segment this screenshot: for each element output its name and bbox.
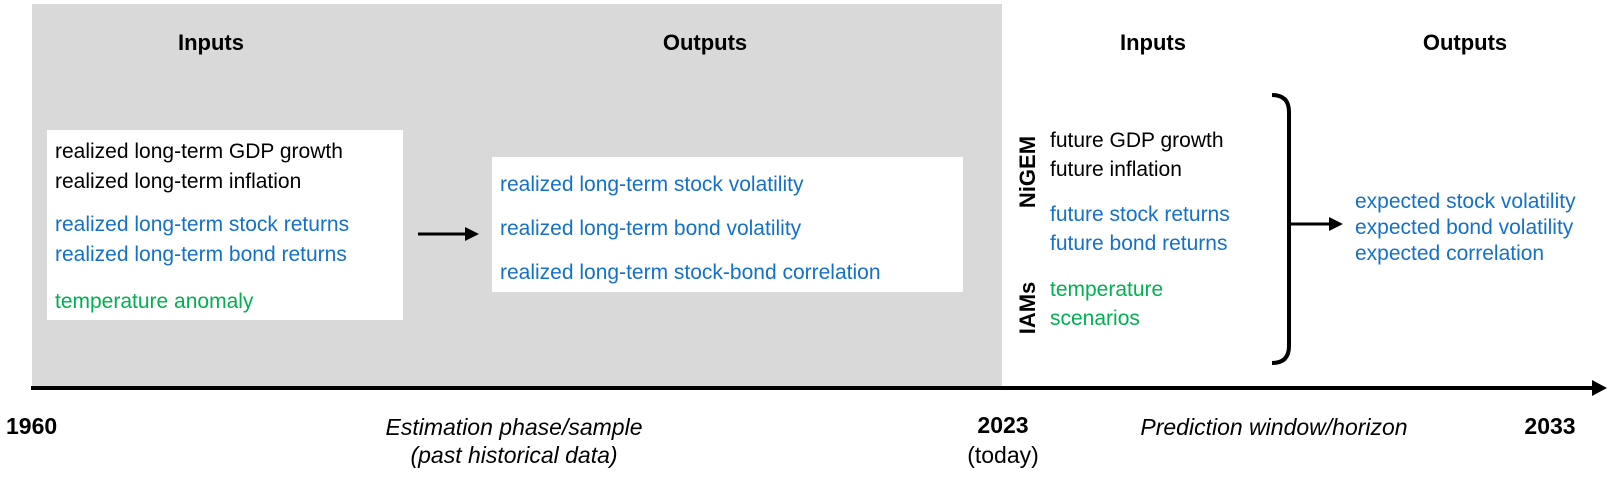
prediction-inputs-brace — [1271, 93, 1291, 365]
prediction-arrow-head — [1329, 217, 1343, 231]
estimation-input-line: realized long-term stock returns — [55, 213, 350, 236]
timeline-end-year: 2033 — [1524, 413, 1576, 439]
prediction-input-line: future bond returns — [1050, 232, 1228, 255]
prediction-input-line: temperature — [1050, 278, 1164, 301]
prediction-output-line: expected bond volatility — [1355, 216, 1574, 239]
estimation-phase-label-line2: (past historical data) — [410, 442, 618, 468]
timeline-current-year: 2023 — [977, 412, 1029, 438]
estimation-phase-label: Estimation phase/sample (past historical… — [364, 413, 664, 469]
prediction-output-line: expected stock volatility — [1355, 190, 1576, 213]
nigem-model-label: NiGEM — [1015, 135, 1040, 209]
prediction-inputs-block: future GDP growth future inflation futur… — [1050, 126, 1230, 333]
estimation-input-line: realized long-term bond returns — [55, 243, 347, 266]
prediction-input-line: future inflation — [1050, 158, 1182, 181]
estimation-inputs-box: realized long-term GDP growth realized l… — [47, 130, 403, 320]
estimation-output-line: realized long-term stock-bond correlatio… — [500, 261, 881, 284]
estimation-input-line: temperature anomaly — [55, 290, 254, 313]
estimation-output-line: realized long-term stock volatility — [500, 173, 804, 196]
timeline-start-year: 1960 — [6, 413, 58, 439]
estimation-output-line: realized long-term bond volatility — [500, 217, 802, 240]
iams-model-label: IAMs — [1015, 281, 1040, 335]
prediction-input-line: future GDP growth — [1050, 129, 1224, 152]
estimation-phase-label-line1: Estimation phase/sample — [385, 414, 643, 440]
estimation-outputs-header: Outputs — [662, 30, 748, 55]
prediction-outputs-block: expected stock volatility expected bond … — [1355, 189, 1576, 267]
prediction-inputs-header: Inputs — [1120, 30, 1186, 55]
prediction-input-line: future stock returns — [1050, 203, 1230, 226]
prediction-phase-label: Prediction window/horizon — [1140, 414, 1408, 440]
timeline-arrow-head — [1592, 380, 1607, 396]
estimation-input-line: realized long-term inflation — [55, 170, 302, 193]
prediction-output-line: expected correlation — [1355, 242, 1545, 265]
estimation-inputs-header: Inputs — [178, 30, 244, 55]
estimation-input-line: realized long-term GDP growth — [55, 140, 343, 163]
timeline-today-note: (today) — [967, 442, 1039, 468]
prediction-outputs-header: Outputs — [1422, 30, 1508, 55]
prediction-input-line: scenarios — [1050, 307, 1140, 330]
estimation-outputs-box: realized long-term stock volatility real… — [492, 157, 963, 292]
